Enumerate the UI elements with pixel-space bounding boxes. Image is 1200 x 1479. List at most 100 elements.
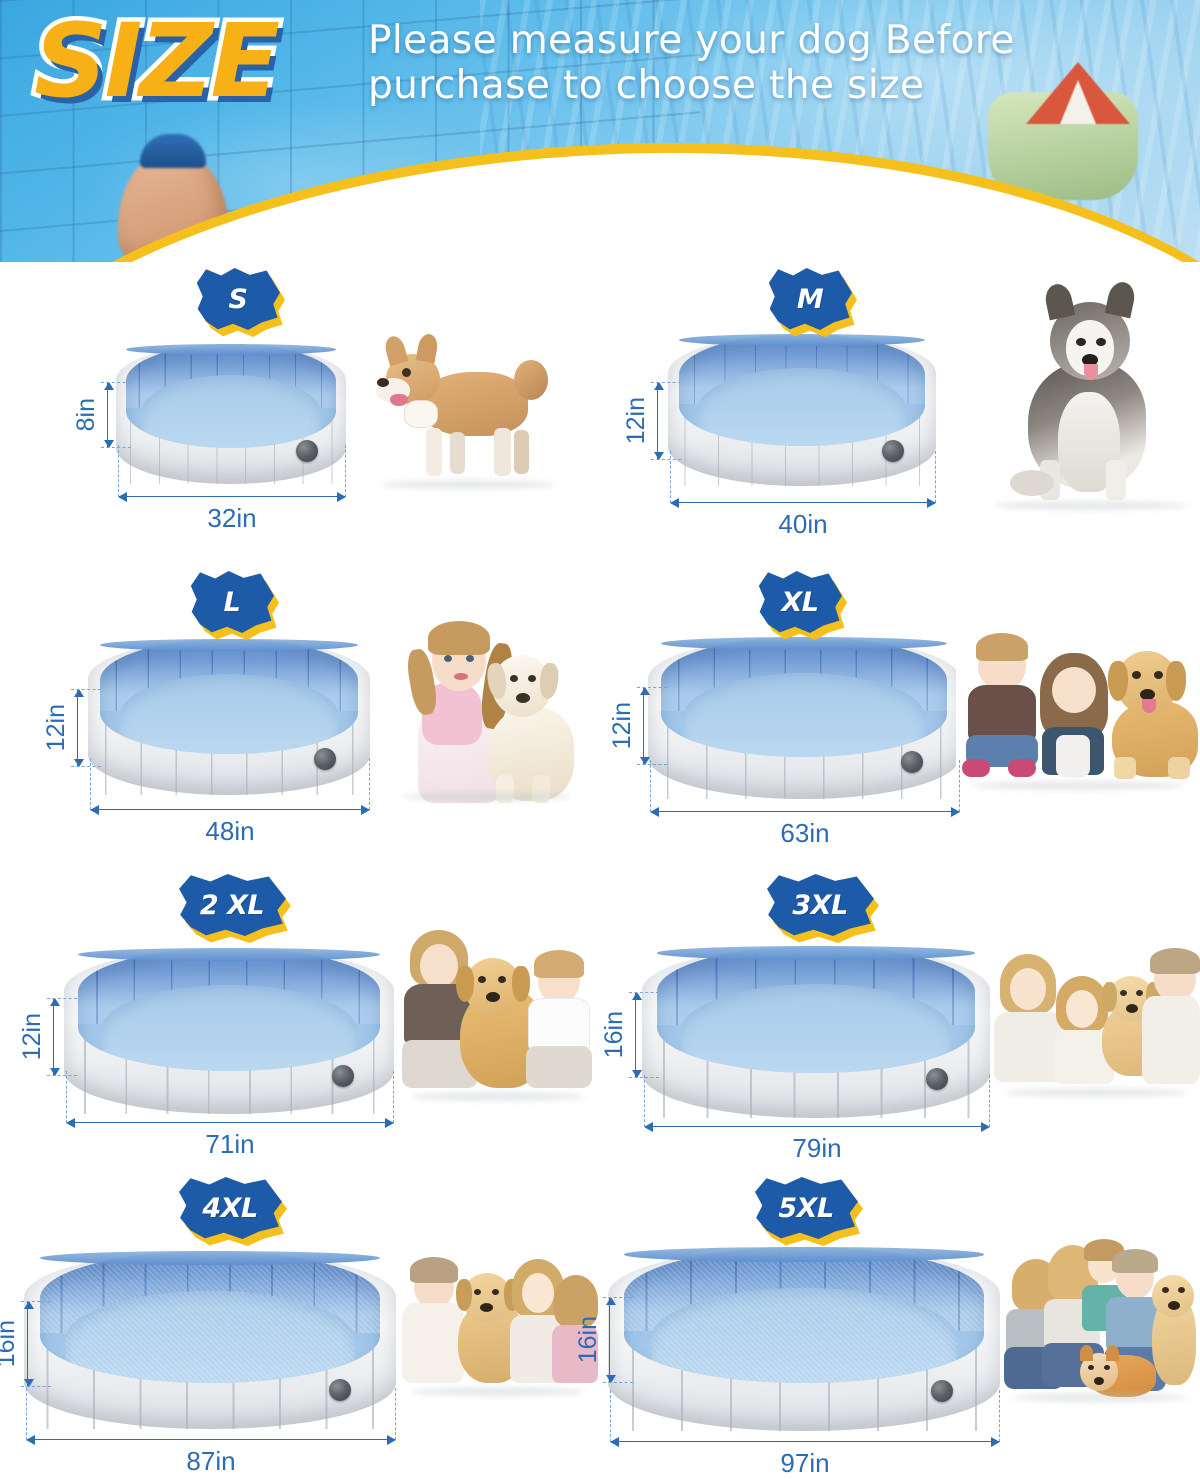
height-tick-bottom <box>637 764 667 765</box>
pool-floor <box>680 984 952 1074</box>
size-badge-3xl: 3XL <box>766 874 879 943</box>
height-tick-top <box>637 687 667 688</box>
size-badge-5xl: 5XL <box>754 1177 863 1246</box>
retriever-ear-right <box>512 966 530 1002</box>
drain-plug-icon <box>930 1379 953 1402</box>
girl-eye-left <box>444 655 452 662</box>
photo-ground-shadow <box>1004 1087 1188 1097</box>
diameter-arrow <box>610 1390 1000 1447</box>
drain-plug-icon <box>329 1378 352 1401</box>
boy-shorts <box>526 1046 592 1088</box>
height-arrow <box>637 687 667 765</box>
photo-ground-shadow <box>993 500 1187 510</box>
diameter-ext-right <box>369 758 370 810</box>
retriever-nose <box>1168 1301 1180 1310</box>
retriever-eye-right <box>1154 671 1163 679</box>
size-badge-label: 2 XL <box>199 889 265 921</box>
retriever-ear-left <box>456 966 474 1002</box>
toddler-shirt <box>968 685 1036 743</box>
two-children-with-golden-retriever-photo <box>956 617 1200 797</box>
corgi-dog-photo <box>368 316 568 496</box>
retriever-ear-left <box>1108 661 1128 701</box>
toddler-shoe-left <box>962 759 990 777</box>
size-cell-3xl: 3XL 16in <box>600 870 1200 1173</box>
diameter-arrow <box>670 451 936 508</box>
pool-floor <box>651 1287 957 1384</box>
husky-dog-photo <box>980 264 1200 520</box>
height-label: 12in <box>18 1013 46 1061</box>
pool-rim <box>679 334 925 347</box>
dog-nose <box>1082 354 1098 366</box>
size-badge-label: 4XL <box>202 1192 258 1224</box>
dog-eye-right <box>1096 338 1106 346</box>
retriever-paw-right <box>1168 757 1190 779</box>
size-chart-grid: S 8in <box>0 262 1200 1478</box>
diameter-ext-right <box>999 1390 1000 1442</box>
dog-leg-back <box>494 428 511 476</box>
pool-rim <box>125 344 337 356</box>
height-label: 16in <box>574 1316 602 1364</box>
page-title: SIZE <box>29 2 284 121</box>
drain-plug-icon <box>900 751 923 774</box>
shiba-nose <box>1094 1377 1104 1385</box>
pool-inner-basin <box>624 1247 984 1384</box>
height-dimension-3xl: 16in <box>600 992 659 1078</box>
height-tick-bottom <box>101 447 131 448</box>
tagline-line-1: Please measure your dog Before <box>368 18 1015 63</box>
pool-illustration-4xl <box>24 1251 396 1429</box>
dog-ear-left <box>1042 281 1076 321</box>
diameter-arrow <box>26 1388 396 1445</box>
pool-inner-basin <box>77 948 381 1071</box>
puppy-paw-right <box>532 775 550 803</box>
pool-illustration-l <box>88 639 370 795</box>
drain-plug-icon <box>314 748 337 771</box>
height-label: 12in <box>42 704 70 752</box>
pool-graphic <box>88 639 370 795</box>
dog-leg-rear <box>514 430 529 474</box>
diameter-dimension-xl: 63in <box>650 760 960 849</box>
size-row: S 8in <box>0 264 1200 567</box>
height-dimension-xl: 12in <box>608 687 667 765</box>
size-cell-l: L 12in <box>0 567 600 870</box>
retriever-nose <box>486 992 500 1002</box>
pool-rim <box>656 946 976 960</box>
height-label: 12in <box>608 702 636 750</box>
dog-ear-left <box>382 333 409 367</box>
size-badge-label: S <box>228 283 248 315</box>
height-label: 16in <box>0 1320 20 1368</box>
diameter-ext-right <box>959 760 960 812</box>
retriever-eye-right <box>1178 1287 1185 1293</box>
photo-ground-shadow <box>1012 1392 1188 1402</box>
diameter-label: 63in <box>780 818 830 848</box>
pool-illustration-s <box>116 344 346 484</box>
height-arrow <box>629 992 659 1078</box>
diameter-ext-right <box>395 1388 396 1440</box>
dog-ear-right <box>415 332 440 364</box>
man-sweater <box>1142 996 1200 1084</box>
height-dimension-s: 8in <box>72 382 131 448</box>
height-label: 8in <box>72 398 100 432</box>
height-dimension-2xl: 12in <box>18 998 77 1076</box>
badge-blob-icon <box>758 571 842 633</box>
size-badge-label: M <box>796 283 824 315</box>
family-with-puppy-photo <box>992 928 1200 1104</box>
height-label: 12in <box>622 397 650 445</box>
diameter-ext-left <box>610 1390 611 1442</box>
photo-ground-shadow <box>411 1387 587 1397</box>
diameter-dimension-m: 40in <box>670 451 936 540</box>
diameter-ext-left <box>670 451 671 503</box>
page-header: SIZE Please measure your dog Before purc… <box>0 0 1200 262</box>
diameter-arrow <box>90 758 370 815</box>
height-tick-bottom <box>651 459 681 460</box>
diameter-ext-left <box>644 1075 645 1127</box>
size-row: 2 XL 12in <box>0 870 1200 1173</box>
pool-floor <box>141 375 321 448</box>
retriever-eye-left <box>1162 1287 1169 1293</box>
height-dimension-l: 12in <box>42 689 101 767</box>
diameter-ext-left <box>118 445 119 497</box>
height-tick-top <box>603 1297 633 1298</box>
size-cell-4xl: 4XL 16in <box>0 1173 600 1476</box>
man-hair <box>410 1257 458 1283</box>
retriever-head <box>1152 1275 1194 1317</box>
diameter-ext-left <box>66 1071 67 1123</box>
